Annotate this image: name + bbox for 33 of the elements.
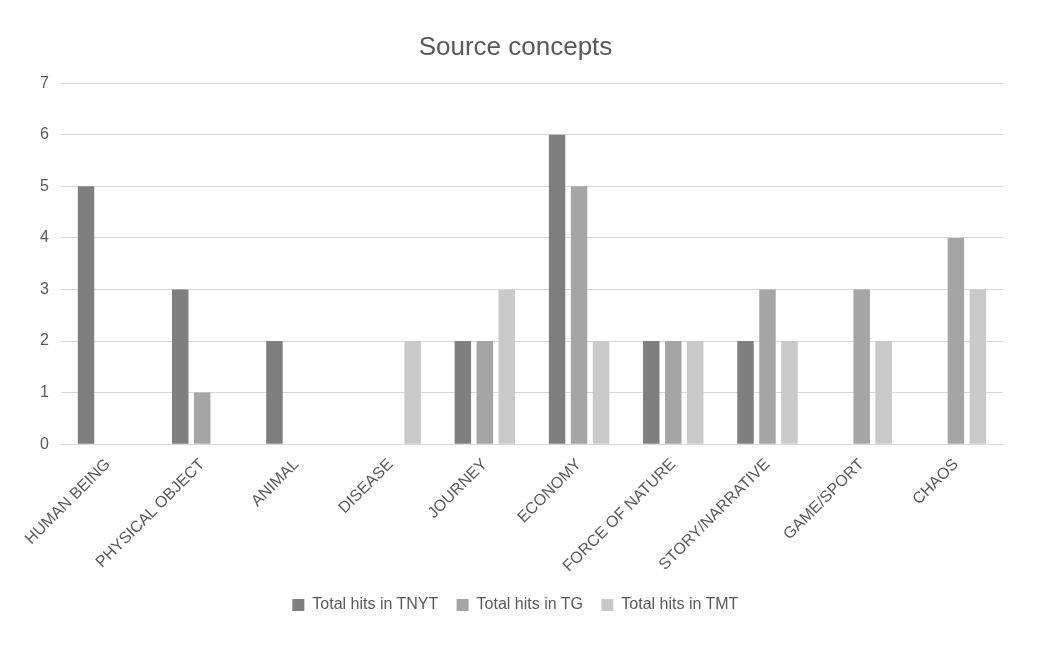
bar bbox=[853, 289, 870, 444]
y-tick-label: 1 bbox=[39, 382, 49, 400]
bar bbox=[759, 289, 776, 444]
bar bbox=[643, 341, 660, 444]
bar bbox=[737, 341, 754, 444]
y-tick-label: 5 bbox=[39, 176, 49, 194]
y-tick-label: 4 bbox=[39, 228, 49, 246]
bar bbox=[592, 341, 610, 444]
bar bbox=[77, 186, 95, 444]
bar bbox=[171, 289, 189, 444]
bar bbox=[266, 341, 283, 444]
y-tick-label: 7 bbox=[39, 73, 49, 91]
chart-title: Source concepts bbox=[418, 30, 613, 61]
bar bbox=[476, 341, 494, 444]
legend-label: Total hits in TNYT bbox=[312, 595, 439, 613]
bar bbox=[969, 289, 987, 444]
y-tick-label: 3 bbox=[39, 279, 49, 297]
bar bbox=[875, 341, 892, 444]
bar bbox=[454, 341, 472, 444]
bar bbox=[947, 237, 965, 444]
y-tick-label: 6 bbox=[39, 125, 49, 143]
bar bbox=[687, 341, 704, 444]
bar bbox=[193, 392, 211, 444]
y-tick-label: 0 bbox=[39, 434, 49, 452]
y-tick-label: 2 bbox=[39, 331, 49, 349]
legend-label: Total hits in TG bbox=[476, 595, 584, 613]
bar bbox=[570, 186, 588, 444]
bar bbox=[781, 341, 798, 444]
bar bbox=[548, 134, 566, 444]
bar bbox=[665, 341, 682, 444]
bar bbox=[498, 289, 516, 444]
legend-label: Total hits in TMT bbox=[621, 595, 739, 613]
bar bbox=[404, 341, 421, 444]
